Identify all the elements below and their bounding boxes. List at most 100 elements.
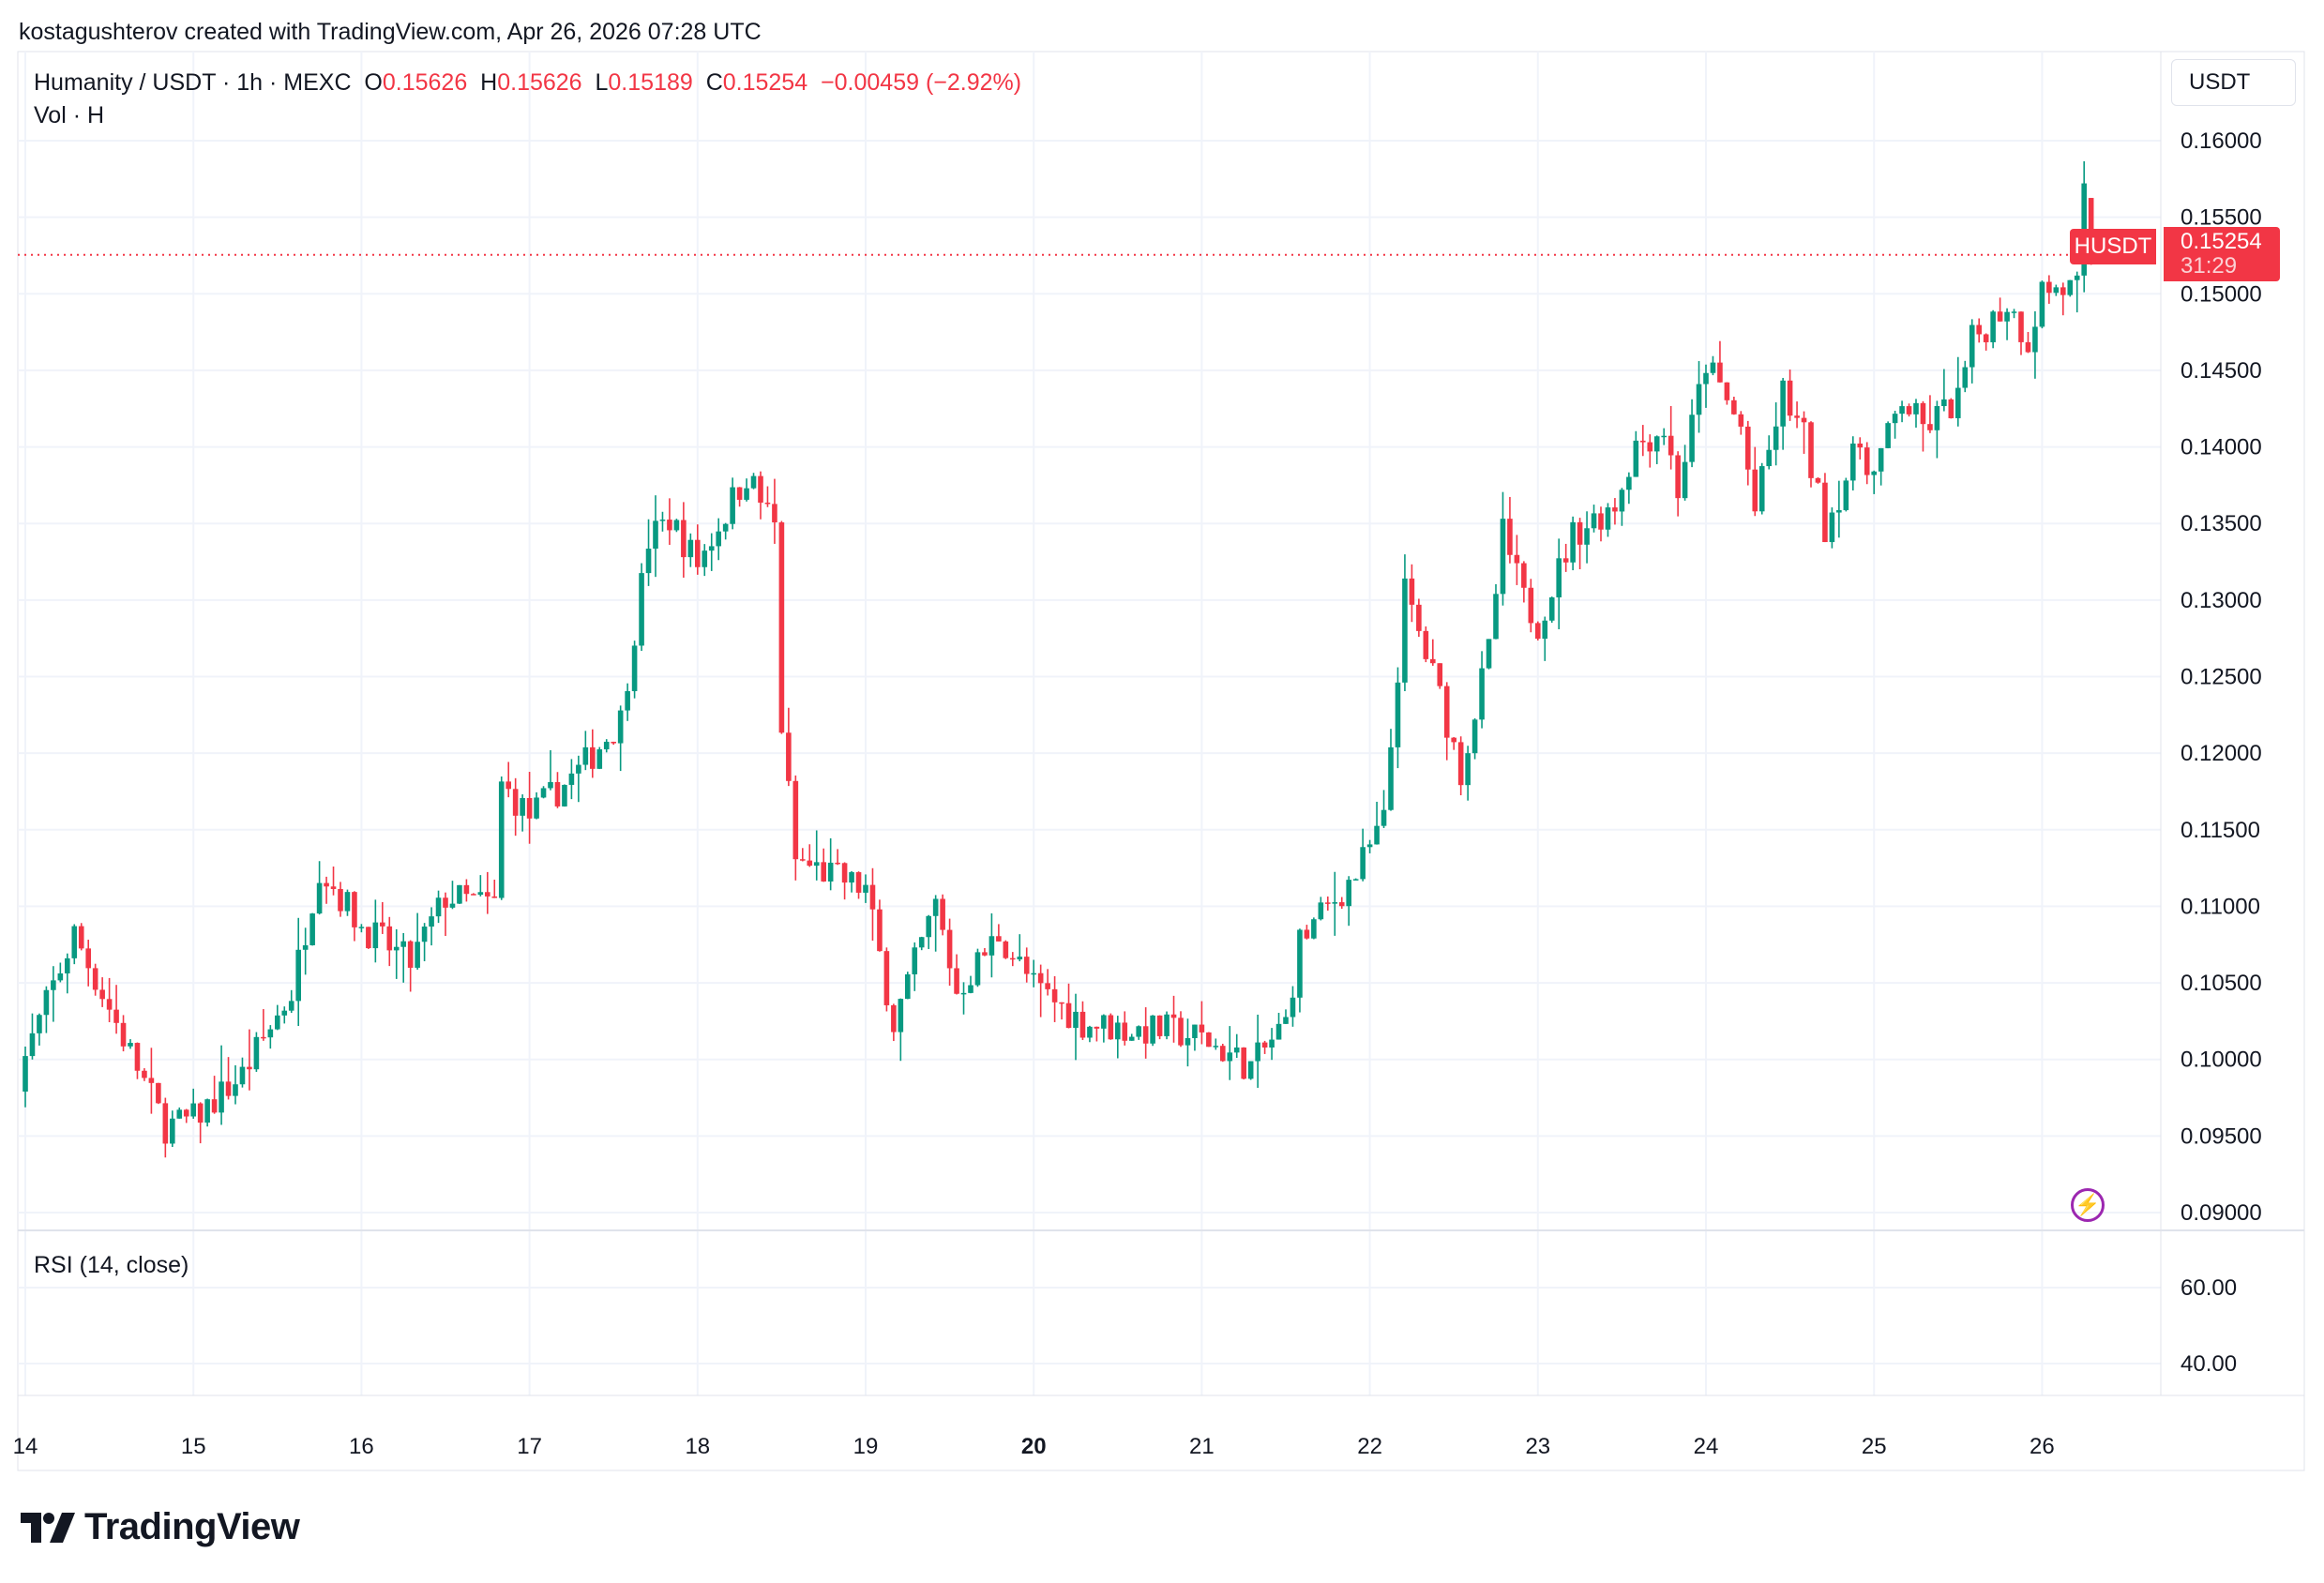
candle-body bbox=[625, 691, 630, 711]
candle-body bbox=[1275, 1023, 1282, 1040]
candle-body bbox=[800, 859, 806, 861]
price-tick-label: 0.11500 bbox=[2181, 818, 2260, 843]
candle-body bbox=[2067, 279, 2074, 295]
candle-body bbox=[247, 1066, 252, 1070]
candle-body bbox=[1213, 1046, 1219, 1048]
currency-button[interactable]: USDT bbox=[2171, 59, 2296, 106]
candle-body bbox=[43, 989, 50, 1016]
candle-body bbox=[1352, 879, 1359, 881]
candle-body bbox=[526, 797, 533, 819]
time-tick-label: 16 bbox=[349, 1434, 374, 1459]
candle-body bbox=[1465, 753, 1471, 786]
candles bbox=[23, 161, 2094, 1158]
low-label: L bbox=[595, 69, 609, 96]
candle-body bbox=[338, 888, 343, 912]
candle-body bbox=[176, 1109, 183, 1119]
candle-body bbox=[883, 951, 890, 1005]
candle-body bbox=[429, 916, 434, 927]
lightning-icon[interactable]: ⚡ bbox=[2071, 1188, 2105, 1222]
candle-body bbox=[358, 927, 365, 928]
candle-body bbox=[281, 1010, 288, 1016]
price-tick-label: 0.11000 bbox=[2181, 894, 2260, 919]
candle-body bbox=[211, 1099, 218, 1113]
candle-body bbox=[225, 1081, 232, 1096]
candle-body bbox=[1185, 1037, 1191, 1046]
candle-body bbox=[974, 952, 981, 986]
candle-body bbox=[1619, 490, 1625, 512]
candle-body bbox=[344, 892, 351, 912]
time-tick-label: 24 bbox=[1694, 1434, 1719, 1459]
candle-body bbox=[1548, 597, 1555, 621]
candle-body bbox=[596, 749, 603, 769]
candle-body bbox=[288, 1001, 294, 1011]
candle-body bbox=[491, 896, 498, 898]
rsi-legend[interactable]: RSI (14, close) bbox=[34, 1252, 189, 1278]
candle-body bbox=[1150, 1015, 1155, 1044]
candle-body bbox=[645, 549, 652, 574]
candle-body bbox=[1787, 380, 1793, 416]
candle-body bbox=[891, 1004, 897, 1033]
candle-body bbox=[898, 999, 904, 1033]
candle-body bbox=[120, 1022, 127, 1047]
candle-body bbox=[1094, 1026, 1100, 1029]
candle-body bbox=[1233, 1048, 1240, 1053]
candle-body bbox=[1010, 957, 1016, 960]
candle-body bbox=[1199, 1024, 1205, 1033]
candle-body bbox=[1822, 482, 1828, 543]
candle-body bbox=[471, 894, 476, 896]
candle-body bbox=[590, 746, 596, 769]
candle-body bbox=[1752, 469, 1758, 512]
candle-body bbox=[239, 1066, 246, 1085]
candle-body bbox=[1443, 686, 1450, 738]
candle-body bbox=[2088, 198, 2094, 255]
candle-body bbox=[1577, 521, 1583, 545]
candle-body bbox=[1710, 362, 1716, 373]
candle-body bbox=[926, 915, 931, 938]
symbol-legend: Humanity / USDT · 1h · MEXC O0.15626 H0.… bbox=[34, 69, 1021, 97]
candle-body bbox=[877, 909, 883, 952]
candle-body bbox=[1640, 440, 1646, 443]
candle-body bbox=[744, 488, 749, 500]
candle-body bbox=[1871, 471, 1877, 475]
candle-body bbox=[1304, 929, 1310, 939]
candle-body bbox=[1850, 443, 1856, 481]
candle-body bbox=[330, 886, 337, 889]
candle-body bbox=[233, 1084, 238, 1096]
price-tick-label: 0.15500 bbox=[2181, 205, 2262, 231]
tradingview-logo[interactable]: TradingView bbox=[21, 1506, 300, 1548]
candle-body bbox=[968, 985, 973, 993]
last-price: 0.15254 bbox=[2181, 229, 2262, 254]
high-label: H bbox=[480, 69, 498, 96]
time-tick-label: 22 bbox=[1357, 1434, 1382, 1459]
candle-body bbox=[1227, 1052, 1233, 1062]
candle-body bbox=[1108, 1015, 1114, 1040]
candle-body bbox=[736, 487, 743, 500]
symbol-name[interactable]: Humanity / USDT · 1h · MEXC bbox=[34, 69, 352, 96]
candle-body bbox=[85, 948, 91, 969]
candle-body bbox=[1402, 578, 1408, 683]
candle-body bbox=[78, 926, 84, 949]
volume-legend[interactable]: Vol · H bbox=[34, 102, 105, 128]
candle-body bbox=[190, 1103, 196, 1117]
candle-body bbox=[1388, 746, 1394, 810]
candle-body bbox=[534, 797, 539, 819]
candle-body bbox=[1794, 415, 1800, 418]
candle-body bbox=[1941, 399, 1947, 407]
candle-body bbox=[1948, 399, 1954, 418]
symbol-price-tag: HUSDT bbox=[2070, 229, 2156, 264]
candle-body bbox=[99, 989, 105, 1000]
candle-body bbox=[1065, 1003, 1072, 1029]
candle-body bbox=[1087, 1026, 1093, 1038]
price-tick-label: 0.10000 bbox=[2181, 1048, 2262, 1073]
candle-body bbox=[1801, 417, 1807, 423]
candle-body bbox=[1696, 384, 1702, 415]
rsi-tick-label: 40.00 bbox=[2181, 1351, 2237, 1377]
price-tick-label: 0.09500 bbox=[2181, 1123, 2262, 1149]
candle-body bbox=[631, 645, 638, 692]
candle-body bbox=[807, 860, 813, 867]
candle-body bbox=[1471, 719, 1478, 754]
candle-body bbox=[1745, 426, 1751, 470]
candle-body bbox=[316, 882, 323, 914]
candle-body bbox=[639, 573, 644, 646]
